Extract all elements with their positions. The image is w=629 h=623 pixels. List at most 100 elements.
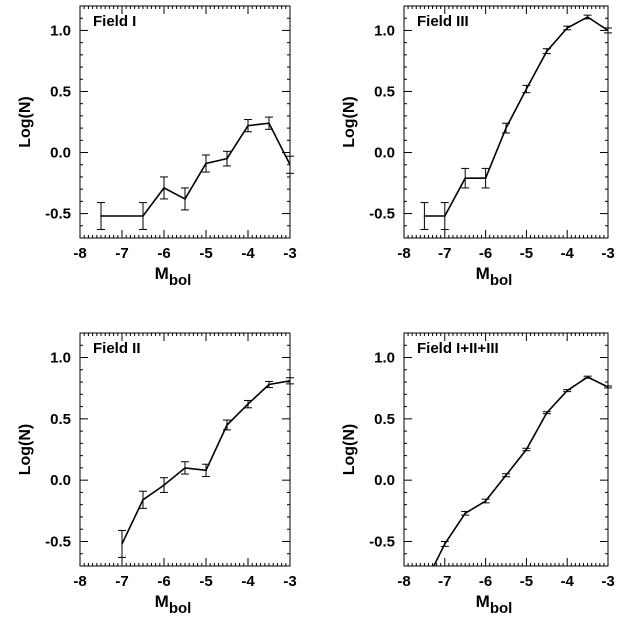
plot-frame: [403, 332, 609, 567]
plot-frame: [403, 5, 609, 239]
error-bar: [440, 540, 449, 547]
panel-title: Field I+II+III: [417, 340, 499, 357]
y-tick-label: 1.0: [50, 350, 71, 367]
x-tick-label: -3: [601, 573, 614, 590]
x-axis-label: Mbol: [155, 264, 192, 289]
data-line: [424, 16, 608, 217]
x-axis-label-sub: bol: [490, 600, 513, 617]
error-bar: [563, 389, 572, 393]
error-bar: [139, 202, 147, 230]
error-bar: [202, 154, 210, 173]
x-tick-label: -8: [73, 573, 86, 590]
error-bar: [522, 84, 531, 94]
y-tick-label: 0.5: [50, 411, 71, 428]
y-tick-label: 0.5: [50, 83, 71, 100]
x-axis-label-sub: bol: [169, 600, 192, 617]
plot-frame: [79, 332, 291, 567]
x-tick-label: -3: [601, 245, 614, 262]
x-axis-label: Mbol: [476, 592, 513, 617]
error-bar: [244, 399, 252, 409]
y-tick-label: 1.0: [50, 22, 71, 39]
x-tick-label: -6: [479, 573, 492, 590]
x-tick-label: -6: [479, 245, 492, 262]
panel-field-ii: -8 -7 -6 -5 -4 -3 -0.5 0.0 0.5 1.0 Log(N) Mbol Field…: [17, 332, 297, 617]
error-bar: [160, 176, 168, 200]
error-bar: [502, 473, 510, 478]
error-bar: [160, 477, 168, 493]
x-axis-label-main: M: [155, 592, 169, 611]
x-tick-label: -4: [561, 245, 575, 262]
data-point: [432, 568, 434, 570]
error-bar: [97, 202, 105, 230]
panel-title: Field III: [417, 13, 469, 30]
y-tick-label: 0.0: [50, 145, 71, 162]
y-tick-label: -0.5: [369, 533, 395, 550]
error-bar: [181, 187, 189, 211]
error-bar: [583, 375, 592, 379]
y-tick-label: 0.0: [374, 472, 395, 489]
x-tick-label: -4: [561, 573, 575, 590]
x-tick-label: -8: [397, 573, 410, 590]
x-tick-label: -4: [241, 245, 255, 262]
error-bar: [604, 385, 612, 389]
error-bar: [481, 167, 490, 189]
panel-field-i: -8 -7 -6 -5 -4 -3 -0.5 0.0 0.5 1.0 Log(N) Mbol Field…: [17, 5, 297, 289]
error-bar: [502, 122, 510, 134]
error-bar: [265, 380, 273, 389]
error-bar: [265, 116, 273, 130]
y-tick-label: -0.5: [45, 533, 71, 550]
error-bar: [440, 202, 449, 230]
x-tick-label: -6: [157, 573, 170, 590]
y-tick-label: 0.5: [374, 83, 395, 100]
panel-field-iii: -8 -7 -6 -5 -4 -3 -0.5 0.0 0.5 1.0 Log(N) Mbol Field…: [341, 5, 615, 289]
error-bar: [542, 411, 551, 415]
error-bar: [244, 119, 252, 133]
x-axis-label-main: M: [476, 592, 490, 611]
x-axis-label-sub: bol: [490, 272, 513, 289]
error-bar: [202, 463, 210, 477]
y-axis-label: Log(N): [17, 424, 34, 476]
error-bar: [420, 202, 429, 230]
x-tick-label: -8: [73, 245, 86, 262]
x-tick-label: -7: [438, 245, 451, 262]
error-bar: [286, 377, 294, 385]
error-bar: [522, 447, 531, 452]
y-tick-label: -0.5: [369, 206, 395, 223]
x-tick-label: -5: [520, 573, 533, 590]
y-tick-label: 0.0: [374, 145, 395, 162]
error-bar: [604, 27, 612, 34]
x-axis-label-main: M: [155, 264, 169, 283]
error-bar: [481, 498, 490, 504]
error-bar: [563, 25, 572, 31]
x-axis-label: Mbol: [476, 264, 513, 289]
error-bar: [461, 167, 470, 189]
x-tick-label: -7: [438, 573, 451, 590]
panel-title: Field II: [93, 340, 141, 357]
y-tick-label: 1.0: [374, 350, 395, 367]
y-tick-label: 1.0: [374, 22, 395, 39]
y-axis-label: Log(N): [341, 96, 358, 148]
panel-title: Field I: [93, 13, 136, 30]
x-tick-label: -5: [520, 245, 533, 262]
x-tick-label: -5: [199, 573, 212, 590]
error-bar: [223, 150, 231, 167]
x-axis-label-sub: bol: [169, 272, 192, 289]
data-line: [121, 380, 290, 545]
error-bar: [542, 48, 551, 55]
x-tick-label: -8: [397, 245, 410, 262]
error-bar: [286, 155, 294, 174]
x-axis-label-main: M: [476, 264, 490, 283]
data-line: [432, 376, 608, 566]
error-bar: [139, 490, 147, 509]
x-tick-label: -4: [241, 573, 255, 590]
error-bar: [181, 461, 189, 475]
y-axis-label: Log(N): [17, 96, 34, 148]
x-tick-label: -7: [115, 573, 128, 590]
x-tick-label: -3: [283, 573, 296, 590]
y-tick-label: 0.5: [374, 411, 395, 428]
x-tick-label: -3: [283, 245, 296, 262]
error-bar: [583, 14, 592, 20]
x-axis-label: Mbol: [155, 592, 192, 617]
error-bar: [223, 419, 231, 431]
x-tick-label: -7: [115, 245, 128, 262]
